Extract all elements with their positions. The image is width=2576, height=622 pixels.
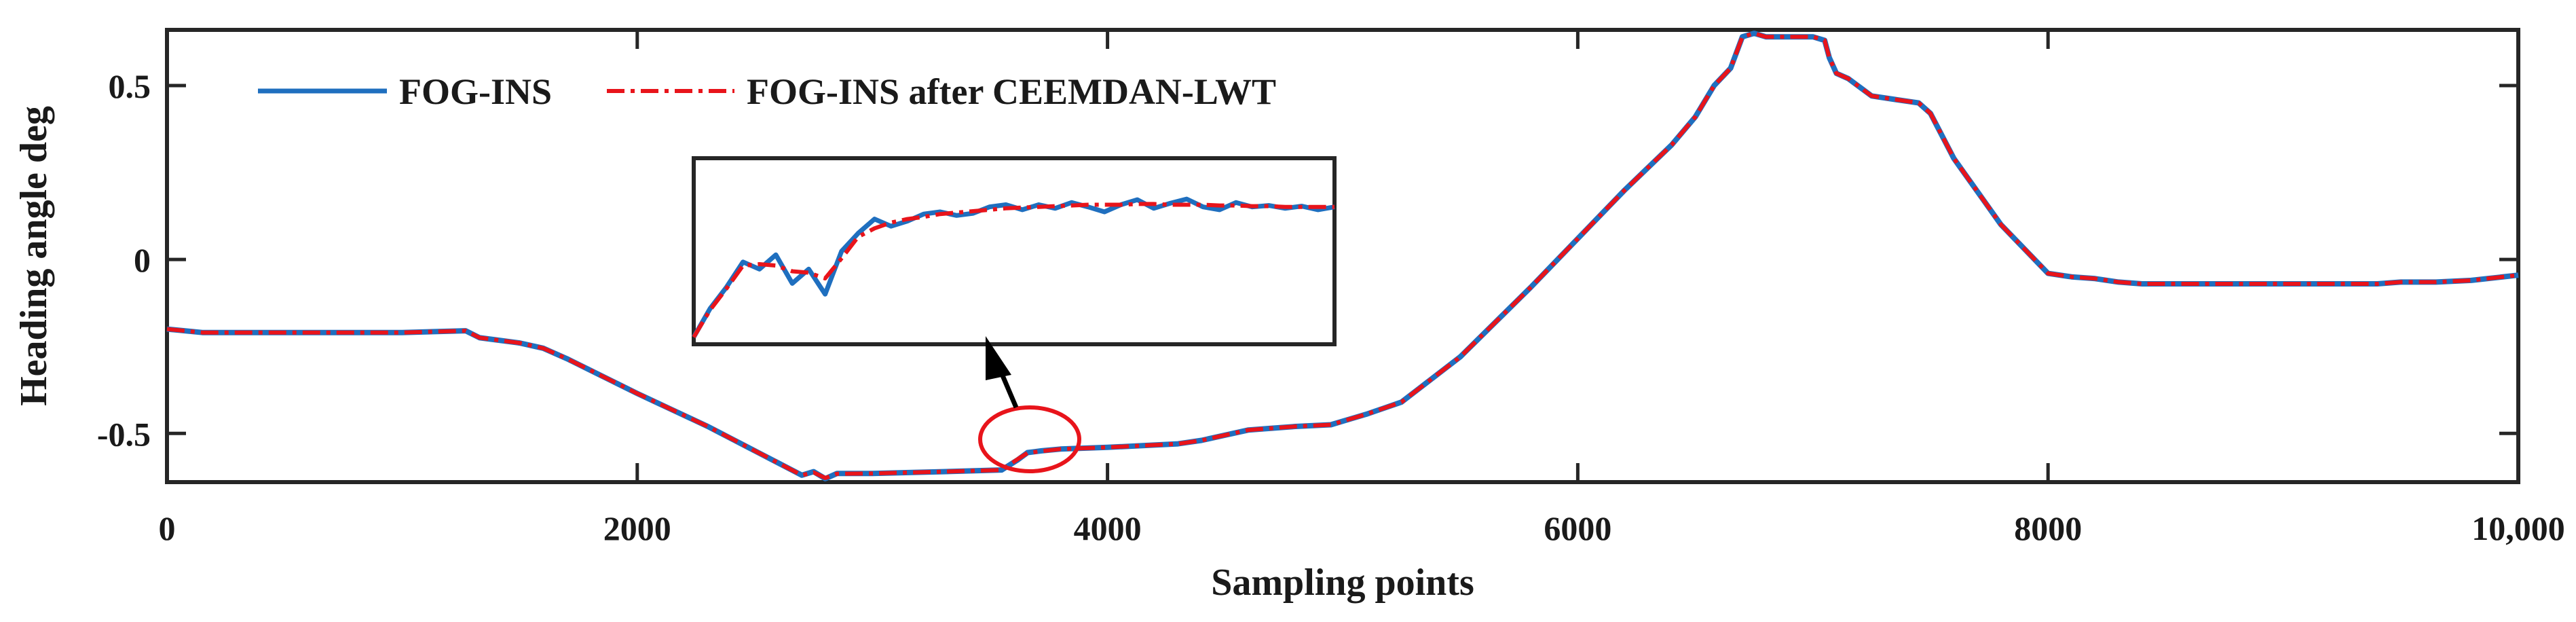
y-tick-label: 0.5 [109, 67, 151, 105]
x-tick-label: 2000 [603, 509, 671, 547]
x-tick-label: 10,000 [2471, 509, 2565, 547]
x-tick-label: 0 [159, 509, 176, 547]
x-tick-label: 8000 [2014, 509, 2082, 547]
legend-label-fog-ins: FOG-INS [399, 71, 552, 112]
y-tick-label: -0.5 [97, 415, 151, 453]
series-layer [166, 31, 2519, 481]
y-axis-ticks: -0.5 0 0.5 [97, 67, 2518, 453]
x-axis-label: Sampling points [1211, 562, 1474, 604]
x-tick-label: 4000 [1074, 509, 1142, 547]
annotation-arrow-head [986, 336, 1011, 380]
x-tick-label: 6000 [1544, 509, 1611, 547]
plot-area-frame [165, 28, 2520, 484]
legend-label-fog-ins-denoised: FOG-INS after CEEMDAN-LWT [747, 71, 1276, 112]
inset-frame [692, 156, 1337, 346]
y-tick-label: 0 [134, 241, 151, 279]
x-axis-ticks: 0 2000 4000 6000 8000 10,000 [159, 30, 2565, 547]
y-axis-label: Heading angle deg [13, 106, 55, 406]
inset-layer [691, 196, 1335, 339]
highlight-circle [978, 405, 1081, 473]
series-line-fog-ins-denoised [166, 31, 2519, 480]
inset-line-fog-ins-denoised [692, 202, 1334, 339]
legend: FOG-INS FOG-INS after CEEMDAN-LWT [258, 71, 1276, 112]
